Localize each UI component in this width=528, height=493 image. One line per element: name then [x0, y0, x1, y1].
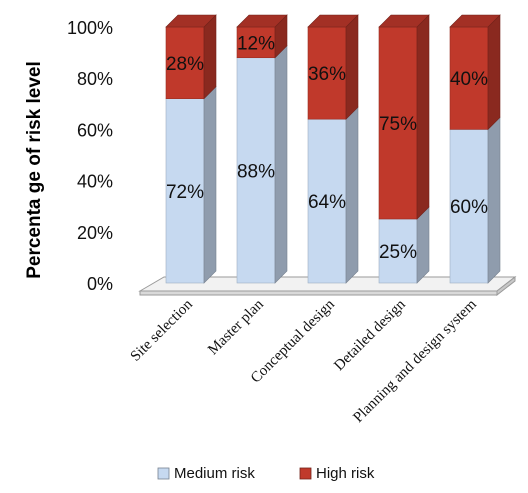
data-label: 60%: [450, 197, 488, 218]
x-tick-label: Site selection: [128, 296, 197, 365]
x-tick-label: Master plan: [205, 296, 267, 358]
legend: Medium risk High risk: [157, 465, 375, 482]
x-tick-label: Detailed design: [331, 296, 409, 374]
legend-label: High risk: [316, 465, 375, 482]
chart-floor: [138, 275, 517, 297]
data-label: 25%: [379, 242, 417, 263]
legend-swatch: [299, 467, 312, 480]
bar-side: [203, 85, 217, 284]
data-label: 75%: [379, 114, 417, 135]
data-label: 40%: [450, 69, 488, 90]
y-tick-label: 100%: [67, 18, 113, 38]
bar-side: [274, 44, 288, 284]
bar-segment-high-risk: [307, 26, 347, 120]
legend-label: Medium risk: [174, 465, 255, 482]
floor-side: [496, 275, 516, 297]
bar-top: [449, 14, 501, 28]
bar-segment-medium-risk: [449, 129, 489, 284]
bar-side: [416, 206, 430, 284]
bar-segment-high-risk: [378, 26, 418, 220]
y-tick-label: 60%: [77, 120, 113, 140]
bar-segment-high-risk: [165, 26, 205, 99]
y-axis-title: Percenta ge of risk level: [24, 61, 45, 279]
data-label: 64%: [308, 192, 346, 213]
bar-side: [345, 106, 359, 284]
y-tick-label: 0%: [87, 274, 113, 294]
floor-front: [139, 290, 498, 296]
data-label: 28%: [166, 54, 204, 75]
data-label: 36%: [308, 64, 346, 85]
bar-side: [203, 14, 217, 100]
bar-segment-medium-risk: [236, 57, 276, 284]
data-label: 88%: [237, 161, 275, 182]
bar-side: [345, 14, 359, 120]
bars: [165, 14, 501, 284]
legend-swatch: [157, 467, 170, 480]
bar-top: [307, 14, 359, 28]
bar-side: [487, 14, 501, 131]
bar-segment-high-risk: [236, 26, 276, 59]
y-tick-label: 20%: [77, 223, 113, 243]
bar-segment-medium-risk: [378, 218, 418, 284]
data-labels: 72% 28% 88% 12% 64% 36% 25% 75% 60% 40%: [166, 33, 488, 263]
x-tick-label: Planning and design system: [350, 296, 480, 426]
y-tick-label: 80%: [77, 69, 113, 89]
bar-side: [487, 116, 501, 284]
data-label: 72%: [166, 182, 204, 203]
y-tick-label: 40%: [77, 172, 113, 192]
bar-top: [236, 14, 288, 28]
bar-top: [165, 14, 217, 28]
y-axis: 0% 20% 40% 60% 80% 100%: [67, 18, 113, 294]
bar-segment-high-risk: [449, 26, 489, 130]
bar-top: [378, 14, 430, 28]
data-label: 12%: [237, 33, 275, 54]
bar-side: [416, 14, 430, 220]
